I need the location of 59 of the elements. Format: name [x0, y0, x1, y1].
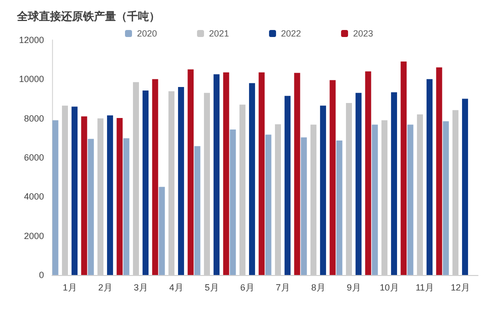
- bar: [372, 124, 378, 275]
- chart-title: 全球直接还原铁产量（千吨）: [16, 10, 160, 23]
- x-tick-label: 12月: [450, 282, 470, 292]
- bar: [123, 138, 130, 275]
- bar: [391, 92, 398, 275]
- legend-label: 2022: [281, 28, 302, 38]
- x-tick-label: 3月: [134, 282, 148, 292]
- bar: [116, 118, 123, 275]
- bar: [230, 129, 236, 275]
- bar: [223, 72, 230, 275]
- bar: [258, 72, 265, 275]
- bar: [107, 115, 114, 275]
- y-tick-label: 6000: [24, 152, 44, 162]
- x-tick-label: 11月: [416, 282, 434, 292]
- x-tick-label: 9月: [346, 282, 361, 292]
- bar: [194, 146, 200, 275]
- bar: [365, 71, 372, 275]
- y-tick-label: 10000: [18, 74, 44, 84]
- bar: [426, 79, 433, 275]
- bar: [300, 137, 307, 275]
- x-tick-label: 6月: [240, 282, 254, 292]
- legend-label: 2021: [209, 28, 230, 38]
- bar: [284, 96, 291, 275]
- bar: [462, 98, 468, 275]
- y-tick-label: 4000: [24, 192, 44, 202]
- y-tick-label: 12000: [18, 35, 44, 45]
- bar: [52, 120, 58, 275]
- bar: [400, 62, 407, 275]
- bar: [88, 138, 94, 275]
- bar: [214, 74, 220, 275]
- x-tick-label: 7月: [276, 282, 290, 292]
- bar: [320, 106, 326, 275]
- bar: [178, 87, 184, 275]
- x-tick-label: 1月: [62, 282, 77, 292]
- bar: [265, 134, 272, 275]
- y-tick-label: 8000: [24, 113, 44, 124]
- bar: [336, 140, 342, 275]
- x-tick-label: 2月: [98, 282, 112, 292]
- bar: [356, 92, 362, 275]
- bar: [142, 90, 149, 275]
- bar: [81, 116, 88, 275]
- bar: [188, 69, 194, 275]
- x-tick-label: 4月: [169, 282, 184, 292]
- bar: [407, 124, 414, 275]
- bar: [294, 72, 300, 275]
- x-tick-label: 8月: [311, 282, 326, 292]
- bar: [152, 79, 158, 275]
- x-tick-label: 5月: [204, 282, 219, 292]
- y-tick-label: 2000: [24, 230, 44, 241]
- bar: [72, 106, 78, 275]
- bar: [442, 121, 449, 275]
- legend-label: 2023: [353, 28, 374, 38]
- bar: [436, 67, 442, 275]
- legend-label: 2020: [137, 28, 158, 38]
- x-tick-label: 10月: [380, 282, 399, 292]
- bar: [249, 83, 256, 275]
- bar: [158, 186, 165, 275]
- bar: [330, 80, 336, 275]
- y-tick-label: 0: [38, 270, 44, 280]
